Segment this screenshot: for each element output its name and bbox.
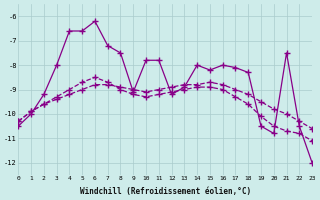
X-axis label: Windchill (Refroidissement éolien,°C): Windchill (Refroidissement éolien,°C): [80, 187, 251, 196]
